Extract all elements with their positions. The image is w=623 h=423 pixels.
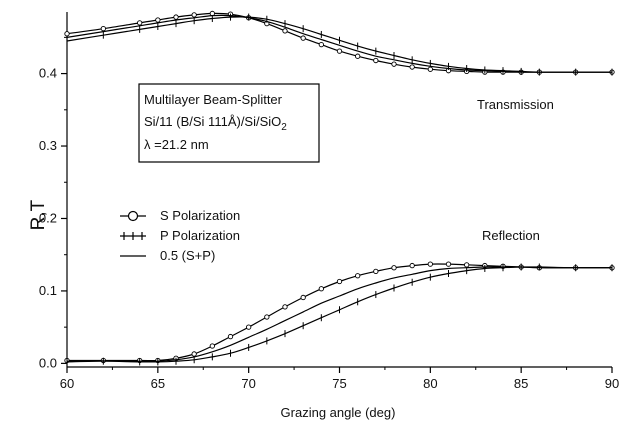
x-tick-label: 60 (60, 376, 74, 391)
data-point-s (427, 261, 433, 267)
data-point-s (173, 14, 179, 20)
y-tick-label: 0.2 (39, 210, 57, 225)
data-point-s (373, 57, 379, 64)
x-axis: 60 65 70 75 80 85 90 (60, 367, 619, 391)
legend-circle-marker-icon (127, 210, 139, 222)
data-point-s (155, 17, 161, 23)
x-tick-label: 90 (605, 376, 619, 391)
data-point-s (409, 64, 415, 70)
data-point-s (318, 286, 324, 292)
reflection-label: Reflection (482, 228, 540, 243)
annotation-line-2-subscript: 2 (281, 122, 287, 133)
y-tick-label: 0.3 (39, 138, 57, 153)
data-point-s (355, 273, 361, 279)
data-point-s (282, 304, 288, 310)
transmission-0-5-s-p-line (66, 14, 612, 73)
legend-label-s: S Polarization (160, 208, 240, 223)
data-point-s (355, 53, 361, 59)
annotation-box: Multilayer Beam-Splitter Si/11 (B/Si 111… (138, 83, 320, 163)
data-point-s (300, 294, 306, 301)
x-tick-label: 75 (332, 376, 346, 391)
legend-label-p: P Polarization (160, 228, 240, 243)
legend-entry-avg: 0.5 (S+P) (120, 248, 215, 263)
data-point-s (336, 48, 343, 54)
data-point-s (300, 35, 306, 41)
data-point-s (391, 61, 397, 67)
legend: S Polarization P Polarization 0.5 (S+P) (120, 208, 240, 263)
data-point-s (100, 26, 106, 32)
transmission-label: Transmission (477, 97, 554, 112)
annotation-box-border (138, 83, 320, 163)
y-tick-label: 0.4 (39, 66, 57, 81)
data-point-s (64, 31, 70, 37)
data-point-s (464, 262, 470, 268)
data-point-s (391, 265, 397, 271)
y-axis-title: R,T (28, 199, 49, 230)
data-point-s (227, 333, 234, 340)
y-tick-label: 0.1 (39, 283, 57, 298)
annotation-line-1: Multilayer Beam-Splitter (144, 92, 283, 107)
data-point-s (209, 343, 215, 349)
data-point-s (137, 20, 143, 26)
legend-label-avg: 0.5 (S+P) (160, 248, 215, 263)
data-point-s (318, 41, 324, 48)
x-tick-label: 65 (151, 376, 165, 391)
transmission-p-polarization-line (66, 16, 612, 73)
y-axis: 0.0 0.1 0.2 0.3 0.4 (39, 36, 67, 370)
annotation-line-2: Si/11 (B/Si 111Å)/Si/SiO2 (144, 114, 287, 133)
annotation-line-2-main: Si/11 (B/Si 111Å)/Si/SiO (144, 114, 281, 129)
data-point-s (246, 324, 252, 330)
y-tick-label: 0.0 (39, 355, 57, 370)
data-point-s (373, 268, 379, 275)
x-tick-label: 80 (423, 376, 437, 391)
data-point-s (191, 351, 197, 357)
legend-entry-p: P Polarization (120, 228, 240, 243)
reflection-0-5-s-p-line (66, 266, 612, 362)
data-point-s (445, 261, 452, 267)
x-tick-label: 70 (241, 376, 255, 391)
legend-entry-s: S Polarization (120, 208, 240, 223)
data-point-s (336, 278, 343, 285)
legend-plus-marker-icon (123, 232, 143, 240)
x-tick-label: 85 (514, 376, 528, 391)
data-point-s (191, 12, 197, 18)
data-point-s (427, 66, 433, 72)
data-point-s (282, 28, 288, 34)
data-curves (64, 10, 615, 366)
data-point-s (264, 314, 270, 320)
annotation-line-3: λ =21.2 nm (144, 137, 209, 152)
plot-frame (66, 12, 612, 368)
x-axis-title: Grazing angle (deg) (281, 405, 396, 420)
data-point-s (409, 262, 415, 269)
